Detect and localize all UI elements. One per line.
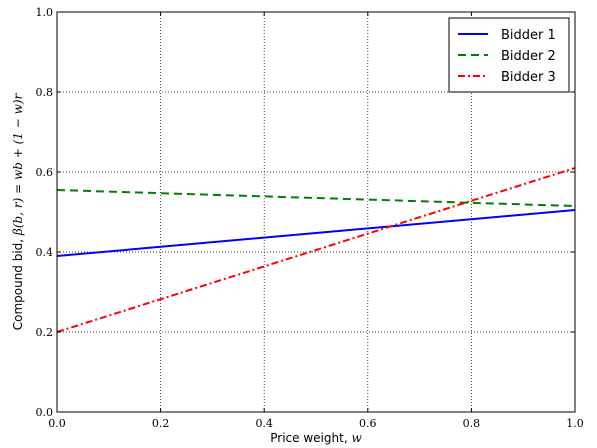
legend-box — [448, 17, 570, 93]
series-line-bidder-1 — [56, 209, 576, 257]
legend-label-bidder-2: Bidder 2 — [501, 49, 556, 64]
legend-label-bidder-3: Bidder 3 — [501, 70, 556, 85]
y-axis-label: Compound bid, β(b, r) = wb + (1 − w)r — [11, 92, 25, 330]
x-tick-label: 0.2 — [152, 417, 170, 430]
x-tick-label: 0.0 — [48, 417, 66, 430]
series-lines — [56, 167, 576, 333]
y-tick-label: 0.0 — [36, 406, 54, 419]
y-tick-label: 0.6 — [36, 166, 54, 179]
series-line-bidder-3 — [56, 167, 576, 333]
tick-labels: 0.0 0.2 0.4 0.6 0.8 1.0 0.0 0.2 0.4 0.6 0.8 1.0 — [36, 6, 584, 430]
x-axis-label: Price weight, w — [270, 431, 362, 445]
legend: Bidder 1 Bidder 2 Bidder 3 — [448, 17, 570, 93]
y-tick-label: 0.8 — [36, 86, 54, 99]
x-tick-label: 0.4 — [255, 417, 273, 430]
x-tick-label: 0.6 — [359, 417, 377, 430]
x-tick-label: 1.0 — [566, 417, 584, 430]
y-tick-label: 0.4 — [36, 246, 54, 259]
legend-label-bidder-1: Bidder 1 — [501, 28, 556, 43]
plot-frame — [56, 11, 576, 413]
y-tick-label: 1.0 — [36, 6, 54, 19]
x-tick-label: 0.8 — [463, 417, 481, 430]
y-tick-label: 0.2 — [36, 326, 54, 339]
series-line-bidder-2 — [56, 189, 576, 207]
